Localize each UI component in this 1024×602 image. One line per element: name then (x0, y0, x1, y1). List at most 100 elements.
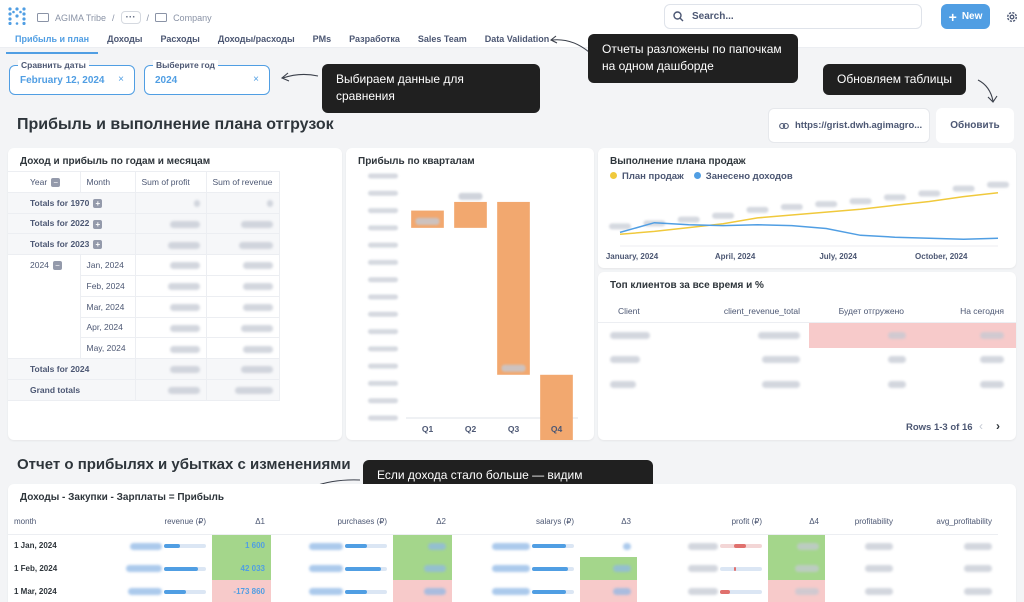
top-clients-title: Топ клиентов за все время и % (610, 280, 764, 291)
x-tick-label: January, 2024 (606, 252, 659, 261)
folder-icon (37, 13, 49, 22)
plan-legend: План продаж Занесено доходов (610, 171, 793, 182)
app-logo-icon[interactable] (8, 7, 26, 25)
x-tick-label: July, 2024 (819, 252, 857, 261)
source-url-link[interactable]: https://grist.dwh.agimagro... (768, 108, 930, 143)
tab-income[interactable]: Доходы (107, 34, 143, 44)
clear-icon[interactable]: × (253, 74, 259, 85)
y-tick-label (368, 190, 398, 196)
col-delta2[interactable]: Δ2 (436, 517, 446, 527)
y-tick-label (368, 225, 398, 231)
x-tick-label: April, 2024 (715, 252, 756, 261)
table-row: Feb, 2024 (8, 275, 280, 297)
top-clients-header: Client client_revenue_total Будет отгруж… (598, 300, 1016, 322)
date-compare-filter[interactable]: Сравнить даты February 12, 2024 × (9, 60, 135, 95)
section-title-profit-plan: Прибыль и выполнение плана отгрузок (17, 116, 334, 133)
col-purchases[interactable]: purchases (₽) (337, 517, 387, 527)
tab-pms[interactable]: PMs (312, 34, 332, 44)
expand-icon: + (93, 198, 103, 208)
breadcrumb-current[interactable]: Company (173, 12, 212, 23)
col-delta1[interactable]: Δ1 (255, 517, 265, 527)
source-url: https://grist.dwh.agimagro... (795, 120, 923, 131)
data-label (712, 212, 735, 219)
table-row: 1 Mar, 2024 -173 860 (8, 580, 998, 602)
col-delta4[interactable]: Δ4 (809, 517, 819, 527)
pl-subtitle: Доходы - Закупки - Зарплаты = Прибыль (20, 492, 225, 503)
y-tick-label (368, 380, 398, 386)
col-profit[interactable]: profit (₽) (731, 517, 762, 527)
quarterly-chart: Q1 Q2 Q3 Q4 (368, 173, 578, 440)
tab-development[interactable]: Разработка (349, 34, 400, 44)
top-bar: AGIMA Tribe / ··· / Company Search... + … (0, 0, 1024, 54)
x-tick-label: October, 2024 (915, 252, 968, 261)
breadcrumb: AGIMA Tribe / ··· / Company (37, 11, 212, 24)
data-label (952, 185, 975, 192)
gear-icon[interactable] (1005, 10, 1019, 24)
tab-profit-plan[interactable]: Прибыль и план (6, 32, 99, 54)
col-will-ship[interactable]: Будет отгружено (838, 306, 904, 316)
tab-sales-team[interactable]: Sales Team (417, 34, 467, 44)
pivot-title: Доход и прибыль по годам и месяцам (20, 156, 211, 167)
data-label (918, 190, 941, 197)
col-today[interactable]: На сегодня (960, 306, 1004, 316)
quarterly-chart-card: Прибыль по кварталам Q1 Q2 Q3 Q4 (346, 148, 594, 440)
legend-item-revenue[interactable]: Занесено доходов (693, 171, 793, 182)
y-tick-label (368, 208, 398, 214)
y-tick-label (368, 363, 398, 369)
col-client-revenue[interactable]: client_revenue_total (723, 306, 800, 316)
col-revenue[interactable]: revenue (₽) (164, 517, 206, 527)
pivot-header-year[interactable]: Year − (8, 171, 81, 193)
year-filter-label: Выберите год (153, 60, 218, 70)
pivot-header-profit[interactable]: Sum of profit (135, 171, 207, 193)
search-placeholder: Search... (692, 11, 734, 22)
expand-icon: + (93, 219, 103, 229)
chevron-left-icon[interactable]: ‹ (979, 419, 983, 433)
col-delta3[interactable]: Δ3 (621, 517, 631, 527)
breadcrumb-more-button[interactable]: ··· (120, 11, 141, 24)
refresh-button[interactable]: Обновить (936, 108, 1014, 143)
search-input[interactable]: Search... (664, 4, 922, 29)
pivot-header-revenue[interactable]: Sum of revenue (206, 171, 280, 193)
y-tick-label (368, 173, 398, 179)
clear-icon[interactable]: × (118, 74, 124, 85)
pivot-table: Year − Month Sum of profit Sum of revenue… (8, 171, 280, 401)
chevron-right-icon[interactable]: › (996, 419, 1000, 433)
tab-data-validation[interactable]: Data Validation (484, 34, 550, 44)
plus-icon: + (948, 8, 957, 25)
data-label (849, 198, 872, 205)
y-tick-label (368, 346, 398, 352)
date-filter-label: Сравнить даты (18, 60, 89, 70)
tab-expenses[interactable]: Расходы (160, 34, 200, 44)
table-row (598, 372, 1016, 397)
col-month[interactable]: month (14, 517, 37, 527)
breadcrumb-root[interactable]: AGIMA Tribe (55, 12, 107, 23)
table-row: 2024− Jan, 2024 (8, 254, 280, 360)
table-row (598, 322, 1016, 348)
year-filter[interactable]: Выберите год 2024 × (144, 60, 270, 95)
table-row: Totals for 2023 + (8, 233, 280, 256)
x-tick-label: Q4 (551, 424, 563, 434)
table-row: Grand totals (8, 379, 280, 401)
table-row: Mar, 2024 (8, 296, 280, 318)
col-avg-profitability[interactable]: avg_profitability (936, 517, 992, 527)
table-row (598, 347, 1016, 372)
data-label (609, 223, 631, 230)
new-button[interactable]: + New (941, 4, 990, 29)
callout-compare: Выбираем данные для сравнения (322, 64, 540, 113)
col-client[interactable]: Client (618, 306, 640, 316)
legend-item-plan[interactable]: План продаж (610, 171, 684, 182)
pivot-header-month[interactable]: Month (80, 171, 136, 193)
x-tick-label: Q2 (465, 424, 477, 434)
table-row: Totals for 2024 (8, 358, 280, 380)
data-label (815, 201, 838, 208)
dashboard-tabs: Прибыль и план Доходы Расходы Доходы/рас… (6, 32, 558, 54)
expand-icon: + (93, 240, 103, 250)
bar (454, 201, 487, 228)
y-tick-label (368, 277, 398, 283)
col-salarys[interactable]: salarys (₽) (536, 517, 574, 527)
series-line (619, 192, 999, 236)
plan-chart-card: Выполнение плана продаж План продаж Зане… (598, 148, 1016, 268)
data-label (677, 216, 700, 223)
tab-income-expenses[interactable]: Доходы/расходы (217, 34, 295, 44)
col-profitability[interactable]: profitability (854, 517, 893, 527)
